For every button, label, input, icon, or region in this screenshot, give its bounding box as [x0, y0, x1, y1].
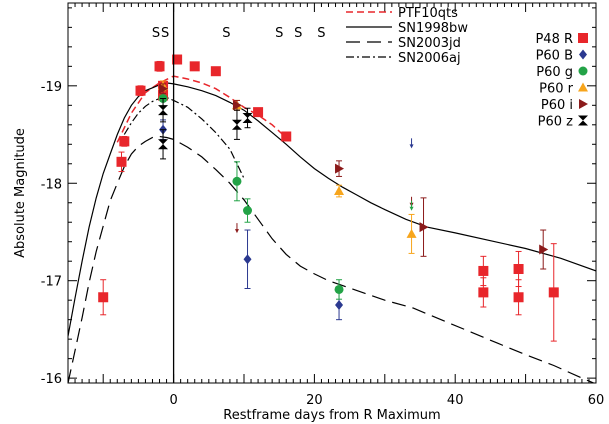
legend-label: SN2006aj [398, 51, 461, 66]
point-p48-r [119, 136, 130, 147]
point-p60-g [232, 176, 242, 186]
legend-marker-p60-r [578, 82, 588, 92]
model-curves [68, 75, 596, 383]
point-p48-r [189, 61, 200, 72]
legend-marker-p60-z [578, 115, 588, 126]
point-p60-z [242, 112, 253, 123]
upper-limit-head [409, 144, 414, 149]
legend-label: P60 g [536, 65, 573, 80]
legend-label: P60 r [539, 82, 574, 97]
curve-sn2006aj [123, 96, 245, 179]
legend-marker-p48-r [578, 33, 588, 43]
point-p60-g [243, 206, 253, 216]
x-tick-label: 40 [447, 393, 464, 408]
spectrum-mark: S [161, 26, 169, 41]
point-p60-b [243, 254, 252, 265]
plot-frame [67, 2, 597, 384]
spectrum-mark: S [317, 26, 325, 41]
point-p60-g [334, 284, 344, 294]
y-tick-label: -17 [41, 275, 62, 290]
point-p48-r [513, 292, 524, 303]
point-p60-z [158, 105, 169, 116]
point-p48-r [478, 265, 489, 276]
point-p60-r [334, 186, 345, 196]
spectrum-mark: S [294, 26, 302, 41]
point-p60-b [335, 300, 344, 311]
legend-label: P48 R [535, 32, 573, 47]
y-tick-label: -18 [41, 177, 62, 192]
point-p48-r [478, 287, 489, 298]
curve-sn1998bw [68, 82, 596, 337]
y-tick-label: -16 [41, 372, 62, 387]
legend-marker-p60-b [579, 49, 587, 60]
point-p48-r [98, 292, 109, 303]
legend-marker-p60-g [578, 66, 588, 76]
upper-limit-head [409, 206, 414, 211]
y-axis-label: Absolute Magnitude [13, 128, 28, 258]
legend-label: SN2003jd [398, 36, 461, 51]
point-p60-i [419, 222, 429, 233]
point-p60-z [158, 139, 169, 150]
point-p48-r [513, 264, 524, 274]
legend-label: SN1998bw [398, 21, 468, 36]
curve-sn2003jd [68, 135, 596, 383]
point-p48-r [548, 287, 559, 298]
legend-marker-p60-i [579, 99, 588, 109]
point-p60-z [231, 119, 242, 130]
upper-limit-head [234, 229, 239, 234]
point-p48-r [210, 66, 221, 77]
point-p48-r [172, 54, 183, 65]
legend-label: P60 B [536, 49, 573, 64]
spectrum-mark: S [222, 26, 230, 41]
legend-label: P60 i [541, 98, 573, 113]
spectrum-mark: S [152, 26, 160, 41]
point-p48-r [253, 107, 264, 118]
spectrum-mark: S [275, 26, 283, 41]
point-p60-i [159, 83, 169, 94]
point-p60-r [406, 228, 417, 238]
point-p48-r [135, 85, 146, 96]
legend-label: P60 z [538, 115, 574, 130]
x-tick-label: 0 [169, 393, 177, 408]
x-tick-label: 60 [588, 393, 605, 408]
point-p48-r [281, 131, 292, 142]
point-p60-i [335, 163, 345, 174]
x-tick-label: 20 [306, 393, 323, 408]
point-p60-i [232, 100, 242, 111]
y-tick-label: -19 [41, 80, 62, 95]
point-p60-i [539, 244, 549, 255]
point-p48-r [116, 156, 127, 167]
point-p48-r [154, 61, 165, 72]
x-axis-label: Restframe days from R Maximum [223, 408, 440, 423]
data-points [98, 54, 559, 342]
axes: 0 20 40 60 -19 -18 -17 -16 [41, 2, 605, 408]
legend-label: PTF10qts [398, 6, 458, 21]
